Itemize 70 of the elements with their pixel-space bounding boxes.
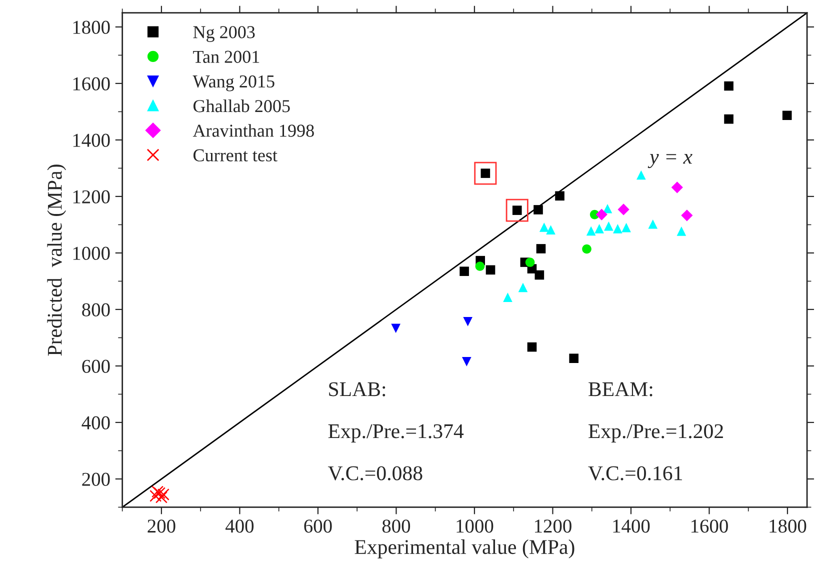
y-tick-label: 1200 bbox=[73, 190, 110, 204]
point bbox=[534, 205, 543, 214]
point bbox=[546, 225, 556, 234]
annotation: Exp./Pre.=1.374 bbox=[328, 424, 464, 442]
point bbox=[536, 244, 546, 254]
point bbox=[525, 258, 535, 267]
legend-label: Aravinthan 1998 bbox=[192, 124, 314, 137]
y-tick-label: 600 bbox=[82, 360, 110, 373]
point bbox=[155, 491, 168, 504]
point bbox=[463, 316, 472, 326]
point bbox=[462, 357, 472, 366]
x-tick-label: 1000 bbox=[456, 520, 494, 533]
x-tick-label: 800 bbox=[382, 520, 410, 533]
point bbox=[676, 226, 686, 236]
x-tick-label: 600 bbox=[304, 520, 332, 533]
point bbox=[636, 170, 646, 180]
y-tick-label: 1800 bbox=[73, 20, 110, 34]
annotation: Exp./Pre.=1.202 bbox=[588, 424, 723, 442]
point bbox=[586, 226, 596, 236]
point bbox=[724, 114, 734, 124]
point bbox=[503, 292, 512, 302]
y-tick-label: 200 bbox=[82, 472, 110, 486]
y-tick-label: 1000 bbox=[73, 246, 110, 260]
point bbox=[569, 354, 579, 363]
point bbox=[594, 224, 604, 234]
y-tick-label: 800 bbox=[82, 303, 110, 316]
point bbox=[486, 265, 496, 275]
y-tick-label: 1400 bbox=[73, 134, 110, 147]
point bbox=[613, 224, 622, 234]
legend-label: Tan 2001 bbox=[193, 50, 260, 63]
legend-label: Ng 2003 bbox=[193, 26, 255, 42]
point bbox=[602, 204, 612, 214]
legend-label: Ghallab 2005 bbox=[193, 100, 290, 112]
point bbox=[622, 222, 631, 232]
y-axis-title: Predicted value (MPa) bbox=[47, 164, 66, 356]
point bbox=[475, 262, 485, 271]
point bbox=[724, 81, 734, 91]
point bbox=[671, 182, 683, 194]
legend-label: Current test bbox=[193, 149, 278, 162]
x-tick-label: 200 bbox=[148, 520, 176, 533]
point bbox=[596, 208, 608, 220]
annotation: V.C.=0.088 bbox=[328, 466, 422, 480]
point bbox=[618, 204, 630, 216]
point bbox=[539, 222, 549, 232]
x-tick-label: 1600 bbox=[691, 520, 728, 533]
x-axis-title: Experimental value (MPa) bbox=[354, 539, 574, 558]
annotation: SLAB: bbox=[329, 382, 386, 396]
point bbox=[534, 270, 544, 280]
annotation: y = x bbox=[648, 154, 692, 168]
point bbox=[157, 488, 170, 500]
x-tick-label: 1200 bbox=[534, 520, 572, 533]
point bbox=[782, 110, 792, 120]
legend-label: Wang 2015 bbox=[192, 75, 274, 92]
x-tick-label: 400 bbox=[226, 520, 254, 533]
annotation: V.C.=0.161 bbox=[588, 466, 682, 480]
point bbox=[604, 221, 614, 231]
point bbox=[391, 324, 400, 334]
point bbox=[460, 266, 469, 276]
x-tick-label: 1400 bbox=[613, 520, 650, 533]
point bbox=[582, 244, 592, 254]
point bbox=[555, 191, 564, 201]
point bbox=[527, 342, 537, 352]
y-tick-label: 1600 bbox=[73, 77, 110, 90]
point bbox=[681, 210, 693, 222]
point bbox=[518, 282, 528, 292]
point bbox=[150, 490, 162, 502]
x-tick-label: 1800 bbox=[770, 520, 806, 533]
y-tick-label: 400 bbox=[82, 416, 110, 430]
annotation: BEAM: bbox=[588, 382, 652, 396]
point bbox=[648, 219, 658, 229]
